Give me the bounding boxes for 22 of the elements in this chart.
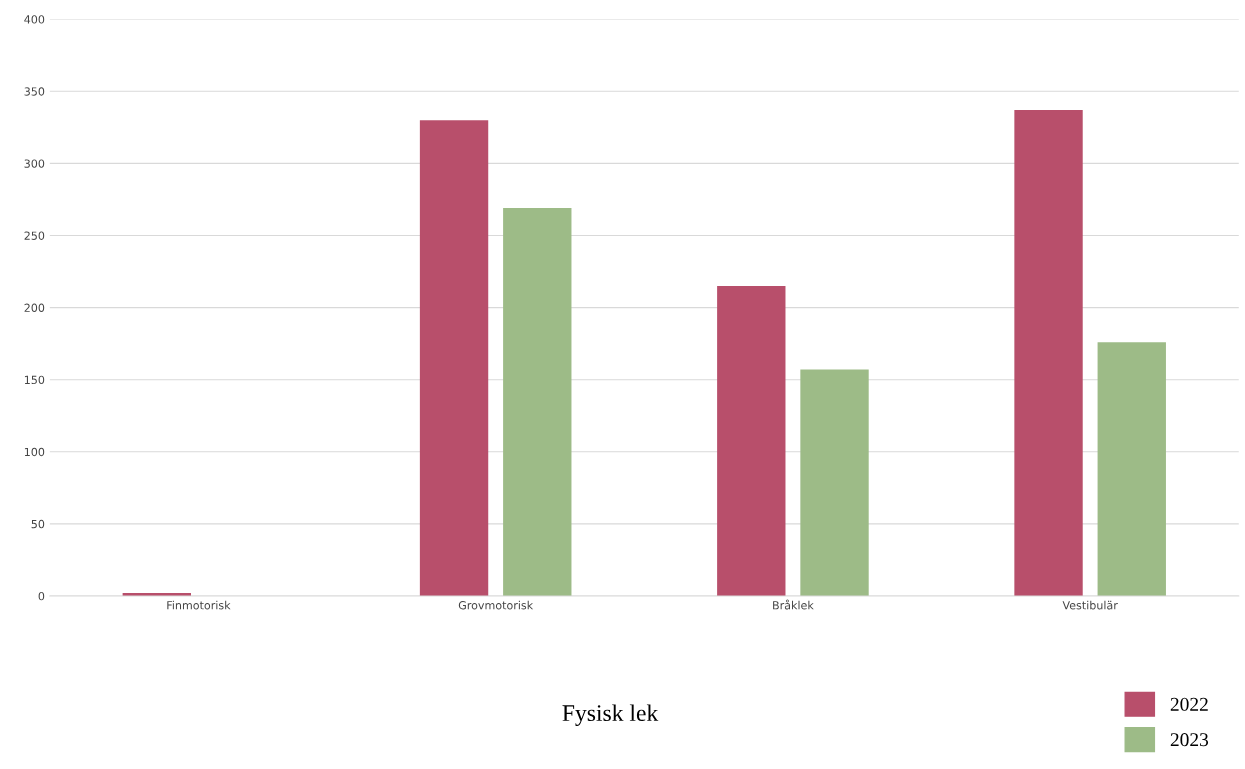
y-tick-label: 200 xyxy=(24,303,45,312)
bar xyxy=(717,285,786,596)
bar xyxy=(800,369,869,596)
bar xyxy=(419,120,489,596)
x-tick-label: Bråklek xyxy=(773,599,814,610)
x-tick-label: Vestibulär xyxy=(1062,600,1118,610)
x-axis-title: Fysisk lek xyxy=(562,704,659,726)
legend-label: 2022 xyxy=(1170,697,1208,711)
bar xyxy=(1097,342,1166,596)
y-tick-label: 150 xyxy=(24,375,45,385)
y-tick-label: 0 xyxy=(38,591,45,601)
legend-label: 2023 xyxy=(1170,733,1209,747)
y-tick-label: 350 xyxy=(24,87,45,96)
x-tick-label: Grovmotorisk xyxy=(458,600,534,610)
y-tick-label: 50 xyxy=(31,519,45,529)
y-tick-label: 300 xyxy=(24,159,45,168)
y-tick-label: 250 xyxy=(24,231,45,240)
y-tick-label: 100 xyxy=(24,447,45,457)
bar xyxy=(1014,110,1083,596)
y-tick-label: 400 xyxy=(24,15,45,24)
x-tick-label: Finmotorisk xyxy=(167,600,231,610)
bar xyxy=(503,208,572,596)
